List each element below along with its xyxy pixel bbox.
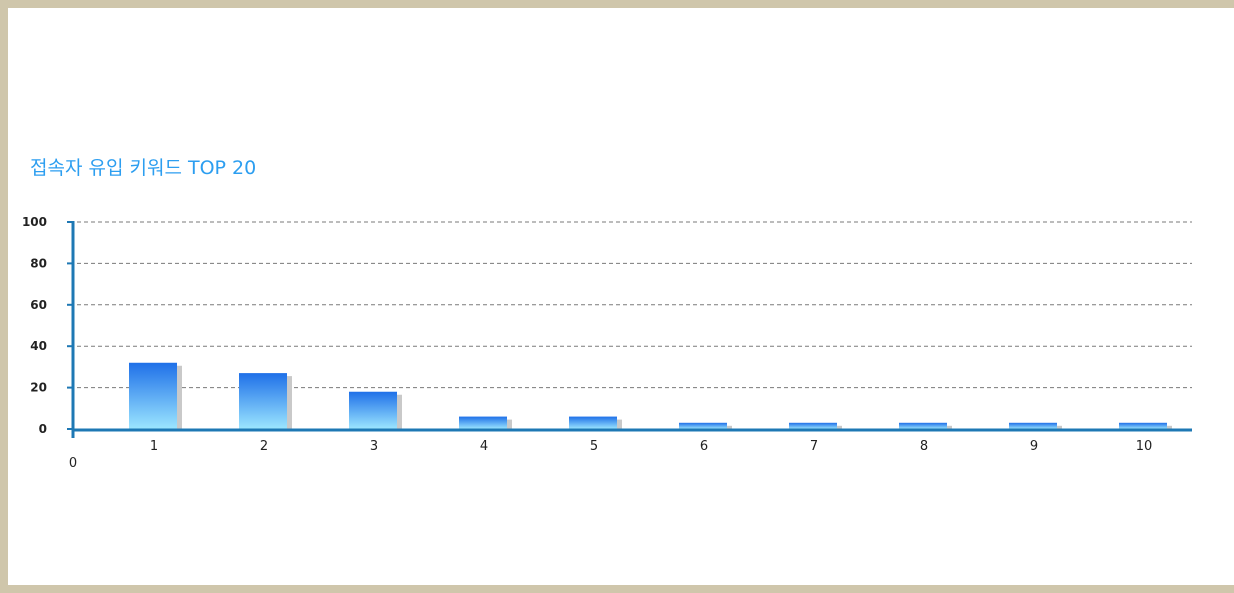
bar-6 [679, 422, 727, 429]
y-axis-ticks: 0 20 40 60 80 100 [22, 215, 47, 436]
y-tick-label: 60 [30, 298, 47, 312]
bar-2 [239, 373, 287, 429]
y-tick-label: 20 [30, 381, 47, 395]
y-tick-label: 100 [22, 215, 47, 229]
x-tick-label: 9 [1030, 439, 1038, 454]
axes [67, 221, 1192, 438]
x-tick-label: 1 [150, 439, 158, 454]
x-tick-label: 10 [1136, 439, 1153, 454]
bar-4 [459, 416, 507, 429]
x-tick-label: 3 [370, 439, 378, 454]
x-tick-label: 7 [810, 439, 818, 454]
x-tick-label: 8 [920, 439, 928, 454]
bar-10 [1119, 422, 1167, 429]
bars [129, 362, 1172, 429]
x-axis-ticks: 1 2 3 4 5 6 7 8 9 10 0 [69, 439, 1152, 471]
bar-5 [569, 416, 617, 429]
x-tick-label: 6 [700, 439, 708, 454]
x-tick-label: 5 [590, 439, 598, 454]
bar-8 [899, 422, 947, 429]
y-tick-label: 40 [30, 339, 47, 353]
x-origin-label: 0 [69, 456, 77, 471]
x-tick-label: 2 [260, 439, 268, 454]
chart-title: 접속자 유입 키워드 TOP 20 [30, 157, 257, 179]
bar-7 [789, 422, 837, 429]
y-tick-label: 80 [30, 256, 47, 270]
grid-lines [77, 221, 1192, 389]
bar-1 [129, 362, 177, 429]
bar-9 [1009, 422, 1057, 429]
bar-3 [349, 391, 397, 429]
y-tick-label: 0 [39, 422, 47, 436]
x-tick-label: 4 [480, 439, 488, 454]
